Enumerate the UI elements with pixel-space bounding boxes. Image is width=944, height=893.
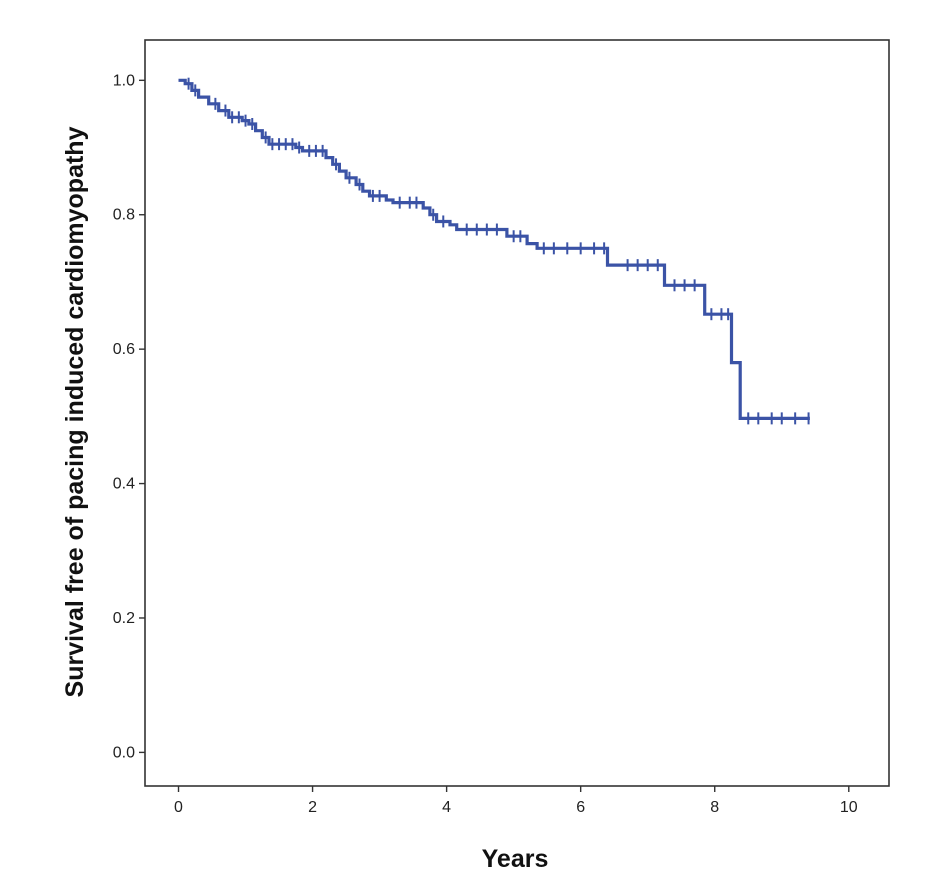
series-layer <box>178 77 810 425</box>
plot-frame <box>144 39 890 787</box>
survival-curve <box>178 78 810 420</box>
y-tick-label: 1.0 <box>113 72 135 89</box>
x-tick-label: 10 <box>840 799 858 816</box>
y-tick-label: 0.2 <box>113 610 135 627</box>
plot-area <box>144 39 890 787</box>
y-axis-ticks: 0.0 0.2 0.4 0.6 0.8 1.0 <box>113 72 145 761</box>
x-tick-label: 4 <box>442 799 451 816</box>
y-tick-label: 0.8 <box>113 207 135 224</box>
x-tick-label: 6 <box>576 799 585 816</box>
y-tick-label: 0.0 <box>113 744 135 761</box>
x-tick-label: 8 <box>710 799 719 816</box>
x-axis-ticks: 0 2 4 6 8 10 <box>174 786 858 816</box>
y-axis-title: Survival free of pacing induced cardiomy… <box>61 126 89 697</box>
x-tick-label: 0 <box>174 799 183 816</box>
x-tick-label: 2 <box>308 799 317 816</box>
y-tick-label: 0.4 <box>113 476 135 493</box>
x-axis-title: Years <box>482 845 549 873</box>
y-tick-label: 0.6 <box>113 341 135 358</box>
